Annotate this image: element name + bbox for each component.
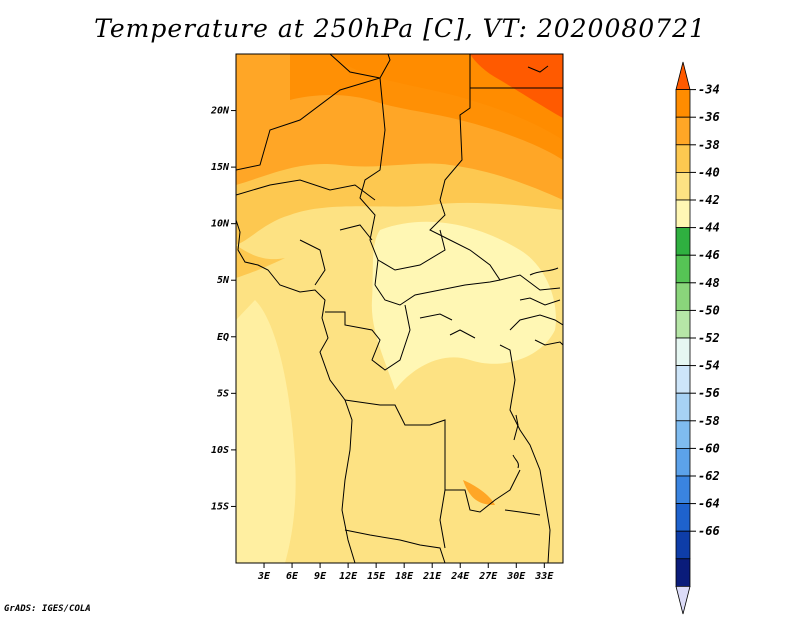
colorbar-cell bbox=[675, 420, 691, 449]
colorbar-cell bbox=[675, 530, 691, 560]
colorbar-top-arrow bbox=[675, 61, 691, 90]
colorbar-label: -36 bbox=[698, 110, 720, 124]
lat-tick-label: 5N bbox=[217, 275, 230, 286]
lon-tick-label: 12E bbox=[339, 571, 358, 582]
lon-tick-label: 27E bbox=[478, 571, 498, 582]
colorbar-cell bbox=[675, 309, 691, 339]
colorbar-label: -42 bbox=[698, 193, 720, 207]
lat-tick-label: EQ bbox=[217, 332, 229, 343]
temperature-field bbox=[236, 54, 563, 563]
colorbar-cell bbox=[675, 199, 691, 229]
colorbar: -34 -36 -38 -40 -42 -44 -46 -48 -50 -52 -54 -56 -58 -… bbox=[675, 61, 720, 615]
grads-credit: GrADS: IGES/COLA bbox=[4, 604, 91, 614]
colorbar-label: -60 bbox=[698, 441, 720, 455]
colorbar-cell bbox=[675, 447, 691, 477]
colorbar-label: -46 bbox=[698, 248, 720, 262]
colorbar-cell bbox=[675, 558, 691, 587]
colorbar-label: -56 bbox=[698, 386, 720, 400]
lat-tick-label: 10S bbox=[211, 445, 229, 456]
colorbar-bottom-arrow bbox=[675, 586, 691, 615]
colorbar-cell bbox=[675, 503, 691, 532]
lat-tick-label: 5S bbox=[217, 388, 229, 399]
colorbar-cell bbox=[675, 392, 691, 422]
country-borders bbox=[236, 54, 563, 563]
lon-tick-label: 15E bbox=[367, 571, 386, 582]
colorbar-cell bbox=[675, 254, 691, 284]
colorbar-label: -48 bbox=[698, 276, 720, 290]
colorbar-label: -44 bbox=[698, 221, 720, 235]
colorbar-cell bbox=[675, 365, 691, 394]
longitude-axis: 3E 6E 9E 12E 15E 18E 21E 24E 27E 30E 33E bbox=[257, 563, 554, 582]
colorbar-cell bbox=[675, 116, 691, 146]
lat-tick-label: 15S bbox=[211, 501, 229, 512]
lat-tick-label: 15N bbox=[211, 162, 230, 173]
colorbar-label: -52 bbox=[698, 331, 720, 345]
lon-tick-label: 6E bbox=[286, 571, 299, 582]
colorbar-label: -66 bbox=[698, 524, 720, 538]
colorbar-cell bbox=[675, 171, 691, 201]
lat-tick-label: 20N bbox=[210, 106, 230, 117]
lon-tick-label: 9E bbox=[314, 571, 327, 582]
lon-tick-label: 24E bbox=[450, 571, 470, 582]
colorbar-cell bbox=[675, 227, 691, 256]
colorbar-label: -62 bbox=[698, 469, 720, 483]
lon-tick-label: 33E bbox=[534, 571, 554, 582]
lon-tick-label: 18E bbox=[395, 571, 414, 582]
lat-tick-label: 10N bbox=[211, 219, 230, 230]
latitude-axis: 20N 15N 10N 5N EQ 5S 10S 15S bbox=[210, 106, 236, 512]
colorbar-label: -64 bbox=[698, 497, 720, 511]
colorbar-cell bbox=[675, 337, 691, 367]
colorbar-label: -34 bbox=[698, 83, 720, 97]
lon-tick-label: 30E bbox=[506, 571, 526, 582]
colorbar-cell bbox=[675, 144, 691, 173]
colorbar-label: -50 bbox=[698, 303, 720, 317]
colorbar-label: -38 bbox=[698, 138, 720, 152]
colorbar-label: -58 bbox=[698, 414, 720, 428]
colorbar-label: -54 bbox=[698, 359, 720, 373]
colorbar-label: -40 bbox=[698, 165, 720, 179]
colorbar-cell bbox=[675, 282, 691, 311]
map-frame bbox=[235, 53, 564, 564]
colorbar-cell bbox=[675, 475, 691, 505]
lon-tick-label: 3E bbox=[257, 571, 271, 582]
lon-tick-label: 21E bbox=[422, 571, 442, 582]
colorbar-cell bbox=[675, 89, 691, 118]
chart-title: Temperature at 250hPa [C], VT: 202008072… bbox=[94, 14, 706, 43]
